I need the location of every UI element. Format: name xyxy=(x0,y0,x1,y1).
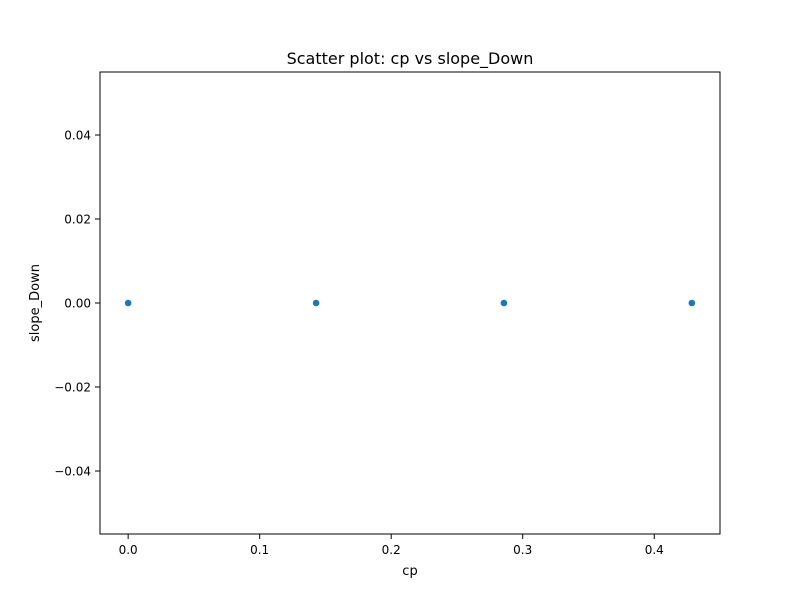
data-points xyxy=(124,299,696,307)
y-tick-label: −0.02 xyxy=(54,381,91,395)
y-tick-label: 0.04 xyxy=(64,129,91,143)
chart-title: Scatter plot: cp vs slope_Down xyxy=(287,49,534,69)
x-axis-ticks: 0.0 0.1 0.2 0.3 0.4 xyxy=(119,534,664,557)
scatter-point xyxy=(124,299,133,307)
x-tick-label: 0.4 xyxy=(645,543,664,557)
x-tick-label: 0.2 xyxy=(382,543,401,557)
scatter-point xyxy=(687,299,696,307)
y-axis-label: slope_Down xyxy=(28,264,43,342)
x-tick-label: 0.1 xyxy=(250,543,269,557)
x-tick-label: 0.0 xyxy=(119,543,138,557)
x-tick-label: 0.3 xyxy=(513,543,532,557)
plot-area-frame xyxy=(99,71,721,535)
y-tick-label: −0.04 xyxy=(54,465,91,479)
y-tick-label: 0.00 xyxy=(64,297,91,311)
y-tick-label: 0.02 xyxy=(64,213,91,227)
x-axis-label: cp xyxy=(402,564,417,579)
y-axis-ticks: −0.04 −0.02 0.00 0.02 0.04 xyxy=(54,129,100,479)
scatter-point xyxy=(312,299,320,307)
scatter-point xyxy=(500,299,508,307)
